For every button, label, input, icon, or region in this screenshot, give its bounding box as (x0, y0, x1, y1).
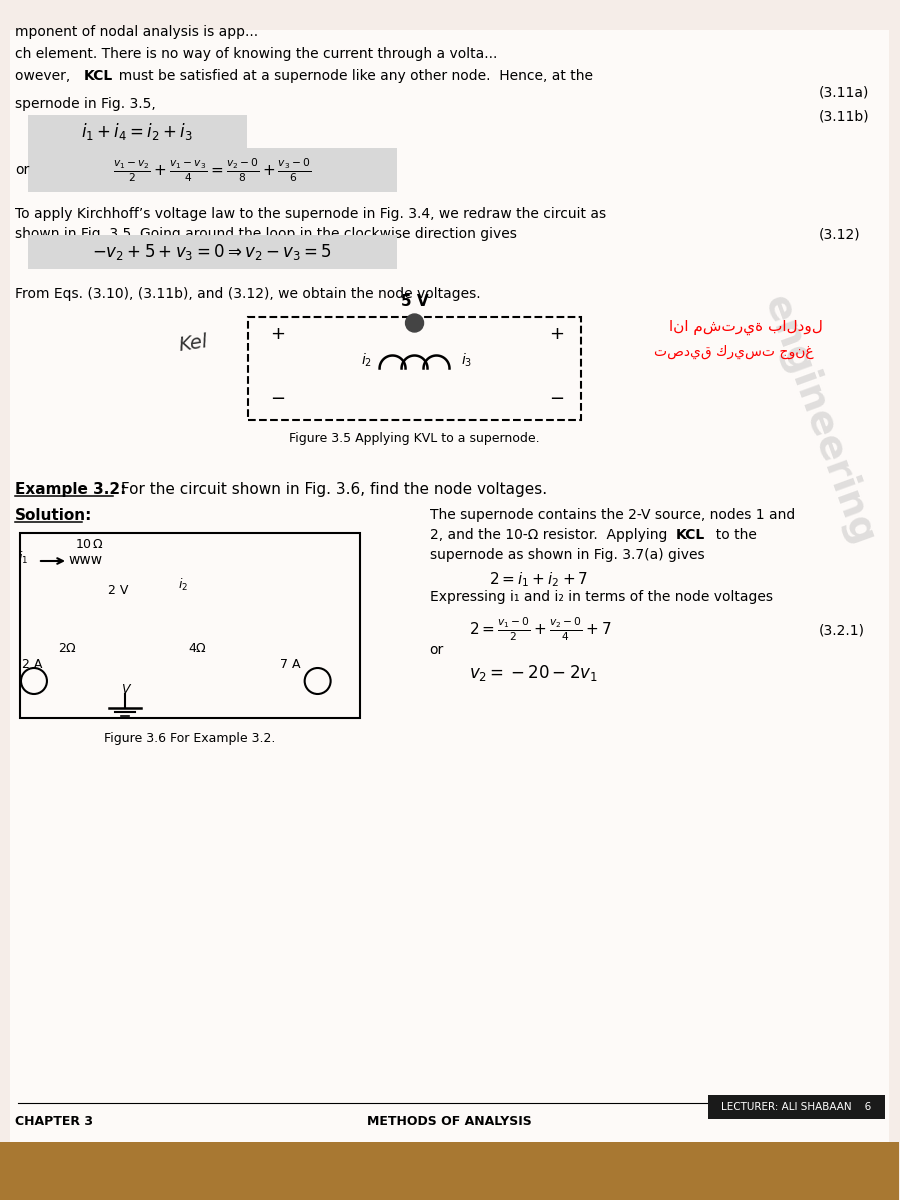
Text: $2 = i_1 + i_2 + 7$: $2 = i_1 + i_2 + 7$ (490, 570, 589, 589)
Text: ch element. There is no way of knowing the current through a volta...: ch element. There is no way of knowing t… (15, 47, 498, 61)
Text: $i_2$: $i_2$ (178, 577, 188, 593)
FancyBboxPatch shape (28, 235, 397, 269)
Text: Kel: Kel (177, 332, 209, 355)
Text: Figure 3.6 For Example 3.2.: Figure 3.6 For Example 3.2. (104, 732, 275, 745)
Text: Example 3.2:: Example 3.2: (15, 482, 126, 497)
Text: $2 = \frac{v_1-0}{2} + \frac{v_2-0}{4} + 7$: $2 = \frac{v_1-0}{2} + \frac{v_2-0}{4} +… (470, 616, 612, 643)
Text: Expressing i₁ and i₂ in terms of the node voltages: Expressing i₁ and i₂ in terms of the nod… (429, 590, 772, 604)
Text: انا مشترية بالدول: انا مشترية بالدول (670, 320, 824, 335)
Text: 2 V: 2 V (108, 584, 129, 598)
Text: 2, and the 10-Ω resistor.  Applying: 2, and the 10-Ω resistor. Applying (429, 528, 676, 542)
Text: or: or (15, 163, 29, 176)
Text: (3.2.1): (3.2.1) (819, 623, 865, 637)
Text: −: − (549, 390, 564, 408)
Text: V: V (121, 683, 129, 696)
Text: +: + (270, 325, 284, 343)
Text: $i_1 + i_4 = i_2 + i_3$: $i_1 + i_4 = i_2 + i_3$ (81, 121, 193, 143)
Text: For the circuit shown in Fig. 3.6, find the node voltages.: For the circuit shown in Fig. 3.6, find … (116, 482, 547, 497)
Text: 2 A: 2 A (22, 659, 42, 672)
Text: $-v_2 + 5 + v_3 = 0 \Rightarrow v_2 - v_3 = 5$: $-v_2 + 5 + v_3 = 0 \Rightarrow v_2 - v_… (92, 242, 331, 262)
Text: $i_3$: $i_3$ (461, 352, 472, 370)
Text: $i_2$: $i_2$ (361, 352, 372, 370)
Text: (3.11b): (3.11b) (819, 110, 869, 124)
Text: Figure 3.5 Applying KVL to a supernode.: Figure 3.5 Applying KVL to a supernode. (289, 432, 540, 445)
FancyBboxPatch shape (28, 115, 247, 149)
FancyBboxPatch shape (708, 1094, 885, 1118)
Text: 5 V: 5 V (400, 294, 428, 308)
Text: +: + (549, 325, 564, 343)
Text: $v_2 = -20 - 2v_1$: $v_2 = -20 - 2v_1$ (470, 662, 598, 683)
FancyBboxPatch shape (10, 30, 889, 1150)
Text: to the: to the (707, 528, 757, 542)
Text: KCL: KCL (676, 528, 706, 542)
Text: 7 A: 7 A (280, 659, 301, 672)
Text: −: − (270, 390, 284, 408)
Text: The supernode contains the 2-V source, nodes 1 and: The supernode contains the 2-V source, n… (429, 508, 795, 522)
Text: Solution:: Solution: (15, 508, 93, 523)
Text: KCL: KCL (84, 68, 113, 83)
Text: supernode as shown in Fig. 3.7(a) gives: supernode as shown in Fig. 3.7(a) gives (429, 548, 704, 562)
Bar (20, 533, 360, 718)
FancyBboxPatch shape (0, 1142, 899, 1200)
Text: owever,: owever, (15, 68, 79, 83)
Text: METHODS OF ANALYSIS: METHODS OF ANALYSIS (367, 1115, 532, 1128)
Text: www: www (68, 553, 102, 566)
FancyBboxPatch shape (28, 148, 397, 192)
Bar (248, 317, 581, 420)
Circle shape (406, 314, 424, 332)
Text: or: or (429, 643, 444, 658)
Text: CHAPTER 3: CHAPTER 3 (15, 1115, 93, 1128)
Text: To apply Kirchhoff’s voltage law to the supernode in Fig. 3.4, we redraw the cir: To apply Kirchhoff’s voltage law to the … (15, 206, 606, 221)
Text: $10\,\Omega$: $10\,\Omega$ (75, 538, 104, 551)
Text: LECTURER: ALI SHABAAN    6: LECTURER: ALI SHABAAN 6 (721, 1102, 871, 1112)
Text: $2\Omega$: $2\Omega$ (58, 642, 77, 654)
Text: must be satisfied at a supernode like any other node.  Hence, at the: must be satisfied at a supernode like an… (110, 68, 593, 83)
Text: $\frac{v_1-v_2}{2} + \frac{v_1-v_3}{4} = \frac{v_2-0}{8} + \frac{v_3-0}{6}$: $\frac{v_1-v_2}{2} + \frac{v_1-v_3}{4} =… (112, 156, 310, 184)
Text: From Eqs. (3.10), (3.11b), and (3.12), we obtain the node voltages.: From Eqs. (3.10), (3.11b), and (3.12), w… (15, 287, 481, 301)
Text: shown in Fig. 3.5. Going around the loop in the clockwise direction gives: shown in Fig. 3.5. Going around the loop… (15, 227, 517, 241)
Text: تصديق كريست جونغ: تصديق كريست جونغ (654, 346, 814, 359)
Text: $4\Omega$: $4\Omega$ (188, 642, 207, 654)
Text: spernode in Fig. 3.5,: spernode in Fig. 3.5, (15, 97, 156, 110)
Text: engineering: engineering (756, 289, 882, 551)
Text: (3.12): (3.12) (819, 227, 860, 241)
Text: mponent of nodal analysis is app...: mponent of nodal analysis is app... (15, 25, 258, 38)
Text: (3.11a): (3.11a) (819, 85, 869, 98)
Text: $i_1$: $i_1$ (18, 550, 28, 566)
